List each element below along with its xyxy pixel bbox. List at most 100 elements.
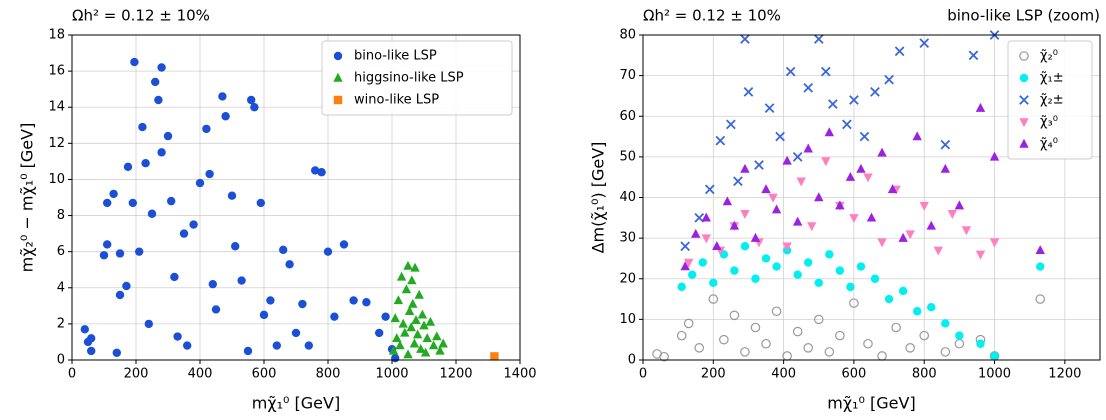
- point: [304, 341, 313, 350]
- y-tick-label: 10: [48, 172, 65, 187]
- point: [740, 210, 750, 219]
- point: [349, 296, 358, 305]
- point: [123, 162, 133, 172]
- point: [927, 302, 936, 312]
- point: [785, 66, 796, 77]
- point: [877, 238, 887, 248]
- point: [761, 184, 771, 194]
- point: [894, 46, 905, 57]
- x-tick-label: 1000: [978, 367, 1011, 382]
- point: [863, 338, 873, 349]
- point: [891, 322, 901, 333]
- point: [975, 250, 986, 260]
- point: [420, 347, 431, 357]
- point: [211, 305, 221, 314]
- legend-label: higgsino-like LSP: [354, 71, 464, 86]
- point: [410, 262, 420, 272]
- x-tick-label: 0: [639, 367, 647, 382]
- point: [821, 157, 831, 167]
- point: [694, 212, 705, 223]
- point: [247, 95, 256, 105]
- point: [856, 262, 866, 271]
- y-tick-label: 18: [48, 28, 65, 43]
- y-tick-label: 16: [48, 64, 65, 79]
- point: [103, 240, 112, 249]
- chart-title: Ωh² = 0.12 ± 10%: [72, 7, 210, 25]
- x-tick-label: 200: [701, 367, 726, 382]
- point: [179, 229, 189, 238]
- y-tick-label: 20: [619, 271, 636, 286]
- legend-marker: [333, 72, 343, 82]
- point: [272, 341, 281, 350]
- point: [751, 274, 760, 283]
- point: [877, 351, 887, 361]
- x-tick-label: 0: [68, 367, 76, 382]
- point: [390, 313, 400, 323]
- point: [311, 166, 320, 175]
- point: [330, 312, 339, 321]
- point: [404, 306, 415, 315]
- point: [115, 290, 125, 300]
- point: [208, 279, 217, 289]
- legend-marker: [1019, 51, 1029, 61]
- point: [432, 331, 442, 341]
- point: [144, 319, 153, 329]
- point: [825, 250, 834, 259]
- point: [396, 271, 407, 281]
- point: [803, 343, 814, 353]
- point: [147, 209, 157, 218]
- legend-marker: [1019, 73, 1029, 83]
- point: [884, 294, 894, 304]
- point: [403, 260, 413, 270]
- point: [726, 119, 736, 130]
- point: [859, 131, 870, 142]
- point: [659, 351, 669, 362]
- point: [849, 95, 859, 105]
- point: [87, 346, 96, 356]
- point: [961, 226, 972, 236]
- legend-box: [1007, 40, 1093, 160]
- point: [218, 92, 227, 101]
- point: [122, 281, 131, 291]
- y-tick-label: 70: [619, 68, 636, 83]
- x-tick-label: 1400: [503, 367, 536, 382]
- point: [408, 298, 418, 308]
- point: [976, 339, 985, 348]
- point: [698, 258, 707, 267]
- point: [782, 351, 792, 361]
- x-tick-label: 400: [188, 367, 213, 382]
- point: [157, 148, 166, 157]
- point: [824, 347, 835, 357]
- y-tick-label: 80: [619, 28, 636, 43]
- point: [128, 198, 137, 208]
- point: [684, 258, 694, 268]
- point: [412, 329, 423, 339]
- point: [863, 173, 873, 183]
- point: [87, 334, 96, 343]
- point: [362, 298, 371, 307]
- point: [701, 212, 711, 222]
- point: [381, 312, 390, 321]
- legend-label: χ̃₁±: [1040, 71, 1064, 86]
- point: [417, 309, 428, 319]
- point: [849, 214, 859, 224]
- point: [750, 232, 761, 242]
- y-tick-label: 6: [57, 244, 65, 259]
- point: [135, 247, 144, 256]
- point: [846, 282, 855, 292]
- point: [694, 343, 705, 353]
- point: [435, 345, 445, 355]
- x-tick-label: 800: [912, 367, 937, 382]
- point: [905, 343, 915, 353]
- point: [740, 347, 750, 357]
- x-tick-label: 1000: [375, 367, 408, 382]
- point: [676, 330, 687, 341]
- point: [905, 230, 915, 240]
- point: [680, 241, 691, 252]
- point: [398, 318, 408, 328]
- y-tick-label: 2: [57, 316, 65, 331]
- point: [401, 284, 412, 294]
- point: [154, 95, 163, 105]
- x-tick-label: 200: [124, 367, 149, 382]
